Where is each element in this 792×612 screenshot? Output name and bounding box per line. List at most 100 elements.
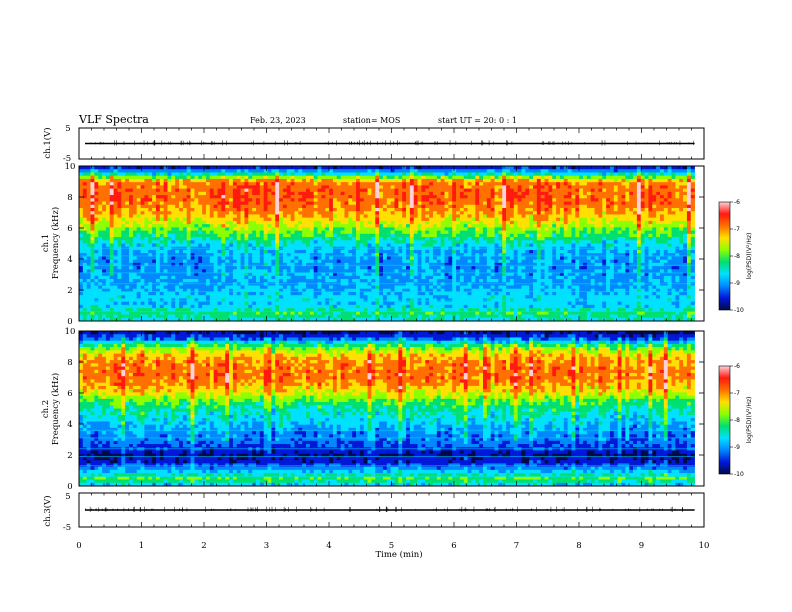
spectrogram-cell	[82, 191, 87, 196]
spectrogram-cell	[167, 253, 172, 257]
spectrogram-cell	[417, 178, 422, 183]
spectrogram-cell	[82, 207, 87, 212]
spectrogram-cell	[140, 314, 145, 319]
spectrogram-cell	[263, 191, 268, 196]
spectrogram-cell	[144, 308, 149, 312]
spectrogram-cell	[82, 182, 87, 186]
spectrogram-cell	[167, 211, 172, 215]
spectrogram-cell	[217, 301, 222, 306]
spectrogram-cell	[167, 227, 172, 231]
spectrogram-cell	[140, 204, 145, 209]
spectrogram-cell	[179, 246, 184, 251]
spectrogram-cell	[175, 172, 180, 176]
spectrogram-cell	[167, 298, 172, 302]
spectrogram-cell	[325, 291, 330, 296]
spectrogram-cell	[402, 249, 407, 254]
spectrogram-cell	[463, 230, 468, 235]
spectrogram-cell	[348, 301, 353, 306]
spectrogram-cell	[113, 288, 118, 293]
spectrogram-cell	[379, 314, 384, 319]
spectrogram-cell	[252, 275, 257, 280]
spectrogram-cell	[159, 256, 164, 260]
spectrogram-cell	[82, 175, 87, 180]
spectrogram-cell	[163, 185, 168, 189]
spectrogram-cell	[244, 246, 249, 251]
spectrogram-cell	[436, 275, 441, 280]
spectrogram-cell	[436, 172, 441, 176]
spectrogram-cell	[429, 166, 434, 170]
spectrogram-cell	[194, 272, 199, 277]
spectrogram-cell	[159, 288, 164, 293]
spectrogram-cell	[236, 198, 241, 202]
spectrogram-cell	[294, 166, 299, 170]
spectrogram-cell	[329, 298, 334, 302]
spectrogram-cell	[363, 201, 368, 206]
spectrogram-cell	[213, 201, 218, 206]
spectrogram-cell	[286, 308, 291, 312]
spectrogram-cell	[90, 304, 95, 309]
spectrogram-cell	[402, 295, 407, 299]
spectrogram-cell	[198, 262, 203, 267]
spectrogram-cell	[102, 272, 107, 277]
spectrogram-cell	[155, 291, 161, 296]
spectrogram-cell	[202, 253, 207, 257]
spectrogram-cell	[244, 185, 249, 189]
spectrogram-cell	[90, 230, 95, 235]
spectrogram-cell	[121, 269, 126, 273]
spectrogram-cell	[348, 220, 353, 225]
spectrogram-cell	[263, 211, 268, 215]
spectrogram-cell	[236, 249, 241, 254]
spectrogram-cell	[217, 311, 222, 315]
spectrogram-cell	[348, 246, 353, 251]
spectrogram-cell	[82, 195, 87, 199]
spectrogram-cell	[302, 233, 307, 238]
spectrogram-cell	[94, 188, 99, 193]
spectrogram-cell	[290, 195, 295, 199]
spectrogram-cell	[379, 211, 384, 215]
spectrogram-cell	[105, 262, 111, 267]
spectrogram-cell	[94, 211, 99, 215]
spectrogram-cell	[86, 204, 91, 209]
spectrogram-cell	[179, 266, 184, 270]
spectrogram-cell	[332, 166, 338, 170]
spectrogram-cell	[386, 298, 391, 302]
spectrogram-cell	[456, 269, 461, 273]
spectrogram-cell	[202, 230, 207, 235]
spectrogram-cell	[105, 233, 111, 238]
spectrogram-cell	[444, 195, 449, 199]
spectrogram-cell	[386, 237, 391, 241]
spectrogram-cell	[286, 279, 291, 283]
spectrogram-cell	[444, 304, 449, 309]
spectrogram-cell	[429, 191, 434, 196]
spectrogram-cell	[240, 195, 245, 199]
spectrogram-cell	[371, 285, 376, 290]
spectrogram-cell	[140, 214, 145, 218]
spectrogram-cell	[444, 227, 449, 231]
spectrogram-cell	[148, 301, 153, 306]
spectrogram-cell	[417, 204, 422, 209]
spectrogram-cell	[279, 259, 284, 264]
spectrogram-cell	[413, 224, 418, 228]
spectrogram-cell	[129, 259, 134, 264]
spectrogram-cell	[413, 211, 418, 215]
spectrogram-cell	[209, 211, 214, 215]
spectrogram-cell	[155, 272, 161, 277]
spectrogram-cell	[217, 291, 222, 296]
spectrogram-cell	[309, 259, 315, 264]
spectrogram-cell	[121, 224, 126, 228]
spectrogram-cell	[148, 201, 153, 206]
spectrogram-cell	[359, 295, 365, 299]
spectrogram-cell	[340, 185, 345, 189]
spectrogram-cell	[456, 198, 461, 202]
spectrogram-cell	[344, 175, 349, 180]
spectrogram-cell	[136, 262, 141, 267]
spectrogram-cell	[452, 185, 457, 189]
spectrogram-cell	[402, 178, 407, 183]
spectrogram-cell	[232, 285, 238, 290]
spectrogram-cell	[121, 314, 126, 319]
spectrogram-cell	[221, 317, 226, 322]
spectrogram-cell	[105, 166, 111, 170]
spectrogram-cell	[225, 275, 230, 280]
spectrogram-cell	[363, 211, 368, 215]
spectrogram-cell	[402, 269, 407, 273]
